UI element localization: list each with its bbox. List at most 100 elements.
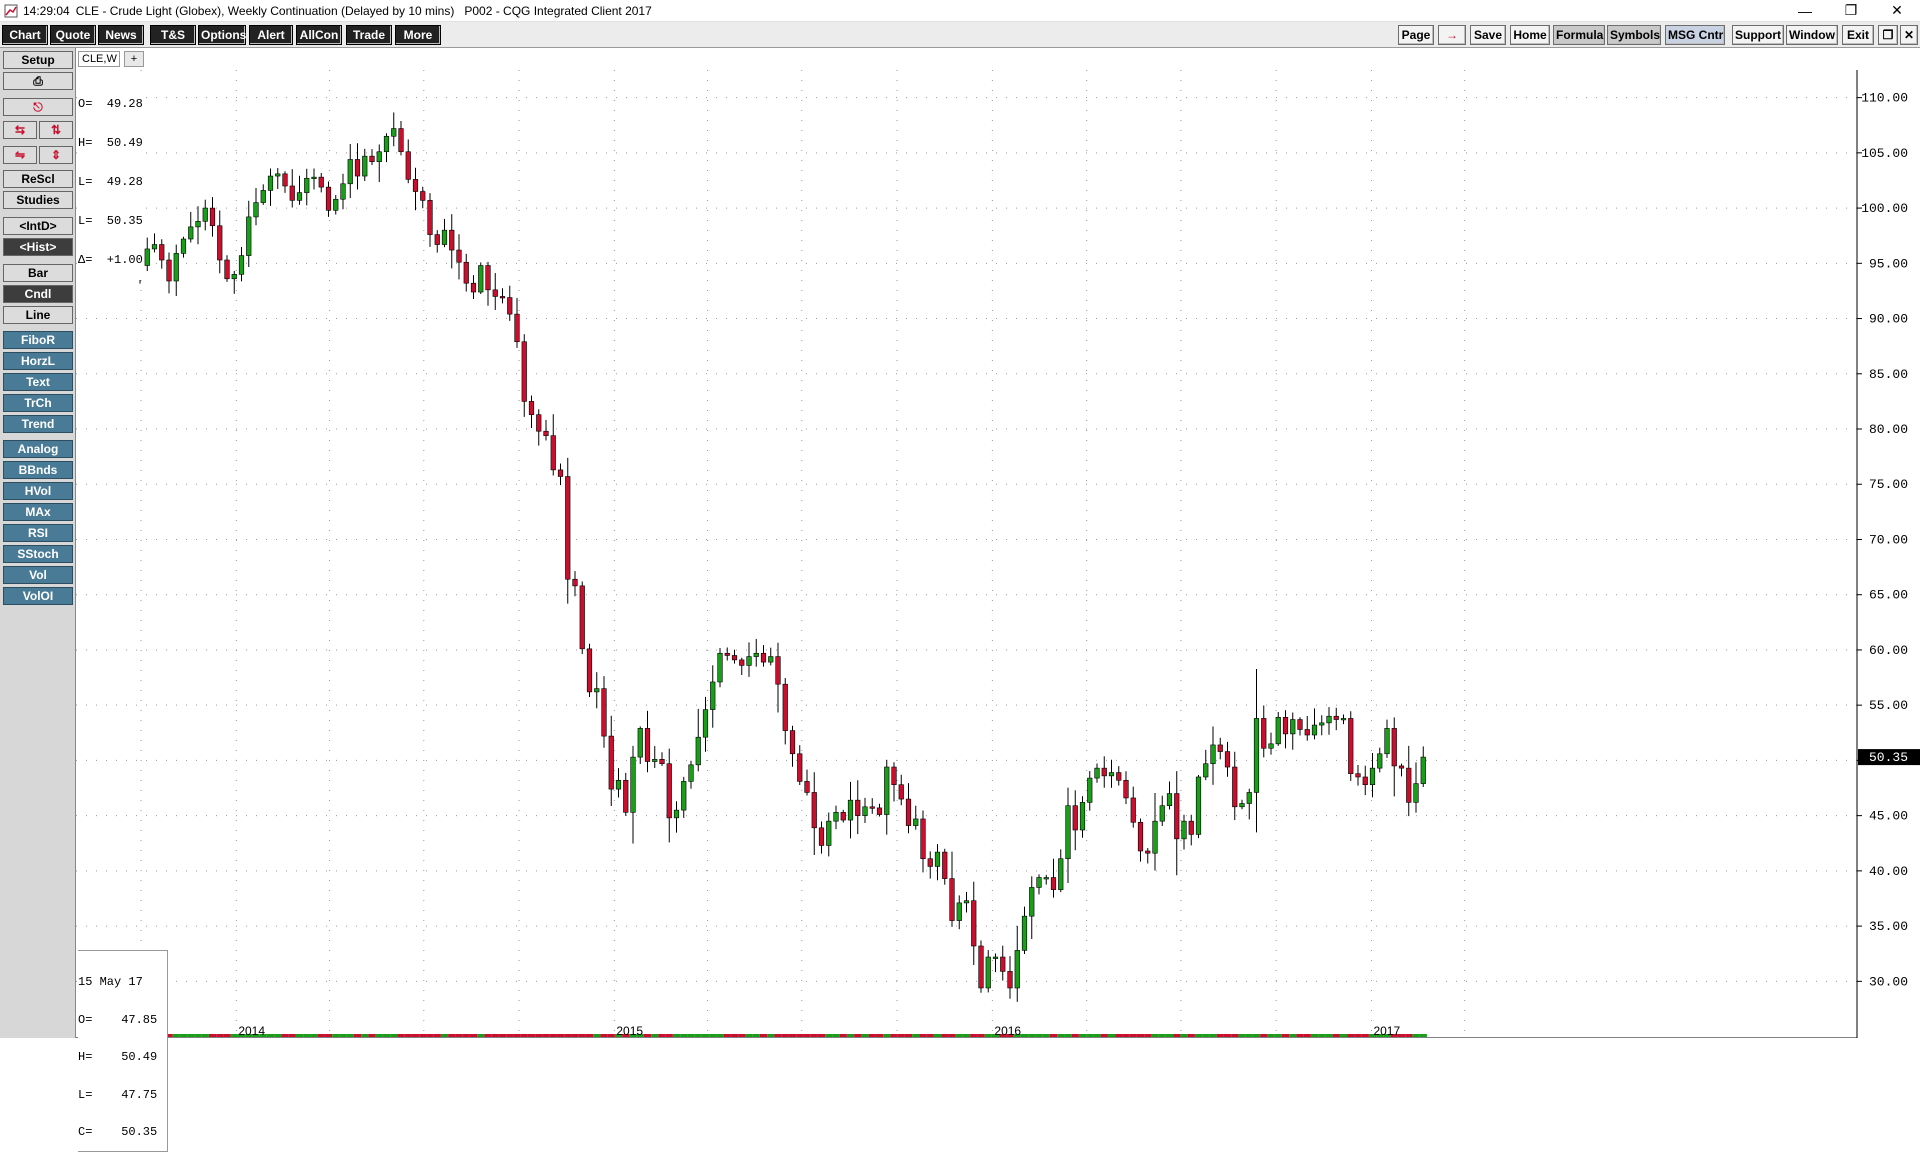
candle <box>202 199 208 231</box>
strip-segment <box>883 1034 891 1037</box>
candle-body <box>304 177 310 193</box>
study-sstoch-button[interactable]: SStoch <box>3 545 73 563</box>
candle-body <box>637 728 643 758</box>
rescale-button[interactable]: ReScl <box>3 170 73 188</box>
expand-y-button[interactable]: ⇕ <box>39 146 73 164</box>
strip-segment <box>1238 1034 1246 1037</box>
candle-body <box>521 341 527 402</box>
candle <box>282 171 288 193</box>
strip-segment <box>955 1034 963 1037</box>
price-chart[interactable]: 30.0035.0040.0045.0050.0055.0060.0065.00… <box>76 70 1920 1038</box>
tab-cle-w[interactable]: CLE,W <box>78 51 120 67</box>
minimize-icon[interactable]: — <box>1798 2 1812 19</box>
compress-x-button[interactable]: ⇋ <box>3 146 37 164</box>
strip-segment <box>651 1034 659 1037</box>
candle <box>615 768 622 798</box>
line-type-button[interactable]: Line <box>3 306 73 324</box>
candle <box>296 175 303 205</box>
setup-button[interactable]: Setup <box>3 51 73 69</box>
candle <box>1007 956 1013 999</box>
tool-trend-button[interactable]: Trend <box>3 415 73 433</box>
candle-body <box>869 806 875 809</box>
study-rsi-button[interactable]: RSI <box>3 524 73 542</box>
bar-type-button[interactable]: Bar <box>3 264 73 282</box>
print-button[interactable]: ⎙ <box>3 72 73 90</box>
menu-quote-button[interactable]: Quote <box>50 25 96 45</box>
candle <box>630 745 636 844</box>
arrow-button[interactable]: → <box>1438 25 1466 45</box>
strip-segment <box>1310 1034 1319 1037</box>
candle <box>449 214 455 269</box>
save-button[interactable]: Save <box>1470 25 1506 45</box>
candle-body <box>420 191 426 201</box>
candle-body <box>630 756 636 813</box>
strip-segment <box>926 1034 934 1037</box>
historical-button[interactable]: <Hist> <box>3 238 73 256</box>
y-tick-label: 30.00 <box>1869 974 1908 989</box>
strip-segment <box>1020 1034 1029 1037</box>
candle <box>782 678 788 745</box>
candle <box>565 457 571 604</box>
study-vol-button[interactable]: Vol <box>3 566 73 584</box>
candle <box>1058 849 1064 893</box>
studies-button[interactable]: Studies <box>3 191 73 209</box>
candle-body <box>485 265 491 291</box>
study-analog-button[interactable]: Analog <box>3 440 73 458</box>
restore-icon[interactable]: ❐ <box>1844 2 1858 18</box>
menu-ts-button[interactable]: T&S <box>150 25 196 45</box>
menu-news-button[interactable]: News <box>98 25 144 45</box>
menu-allcon-button[interactable]: AllCon <box>296 25 342 45</box>
ohlc-change: Δ= +1.00 <box>78 253 143 267</box>
candle <box>470 275 477 299</box>
exit-chart-button[interactable]: ⎋ <box>3 98 73 116</box>
menu-options-button[interactable]: Options <box>198 25 246 45</box>
strip-segment <box>295 1034 304 1037</box>
tool-horzl-button[interactable]: HorzL <box>3 352 73 370</box>
candle <box>1369 752 1376 798</box>
tool-fibor-button[interactable]: FiboR <box>3 331 73 349</box>
support-button[interactable]: Support <box>1732 25 1784 45</box>
window-button[interactable]: Window <box>1786 25 1838 45</box>
formula-button[interactable]: Formula <box>1553 25 1605 45</box>
add-tab-button[interactable]: + <box>124 51 144 67</box>
close-icon[interactable]: ✕ <box>1891 2 1903 18</box>
scroll-up-button[interactable]: ⇅ <box>39 121 73 139</box>
tool-trch-button[interactable]: TrCh <box>3 394 73 412</box>
candle <box>826 812 832 857</box>
exit-button[interactable]: Exit <box>1842 25 1874 45</box>
menu-more-button[interactable]: More <box>395 25 441 45</box>
strip-segment <box>491 1034 499 1037</box>
study-hvol-button[interactable]: HVol <box>3 482 73 500</box>
home-button[interactable]: Home <box>1510 25 1550 45</box>
candle-body <box>913 818 919 826</box>
msg-cntr-button[interactable]: MSG Cntr <box>1665 25 1725 45</box>
menu-alert-button[interactable]: Alert <box>249 25 293 45</box>
candle <box>217 210 223 274</box>
strip-segment <box>970 1034 978 1037</box>
tool-text-button[interactable]: Text <box>3 373 73 391</box>
candle <box>166 252 172 294</box>
intraday-button[interactable]: <IntD> <box>3 217 73 235</box>
menu-trade-button[interactable]: Trade <box>346 25 392 45</box>
close-panel-icon[interactable]: ✕ <box>1900 25 1918 45</box>
candle <box>267 168 274 206</box>
study-max-button[interactable]: MAx <box>3 503 73 521</box>
candle-body <box>1246 792 1252 804</box>
symbols-button[interactable]: Symbols <box>1607 25 1661 45</box>
restore-panel-icon[interactable]: ❐ <box>1878 25 1898 45</box>
candle-body <box>492 289 498 297</box>
study-bbnds-button[interactable]: BBnds <box>3 461 73 479</box>
candle <box>441 218 448 248</box>
scroll-left-button[interactable]: ⇆ <box>3 121 37 139</box>
candle-type-button[interactable]: Cndl <box>3 285 73 303</box>
candle <box>1246 788 1252 820</box>
menu-chart-button[interactable]: Chart <box>2 25 48 45</box>
study-voloi-button[interactable]: VolOI <box>3 587 73 605</box>
candle-body <box>478 265 484 293</box>
strip-segment <box>1267 1034 1275 1037</box>
strip-segment <box>259 1034 267 1037</box>
candle-body <box>209 207 216 227</box>
candle <box>1014 925 1020 1002</box>
page-button[interactable]: Page <box>1398 25 1434 45</box>
strip-segment <box>658 1034 666 1037</box>
